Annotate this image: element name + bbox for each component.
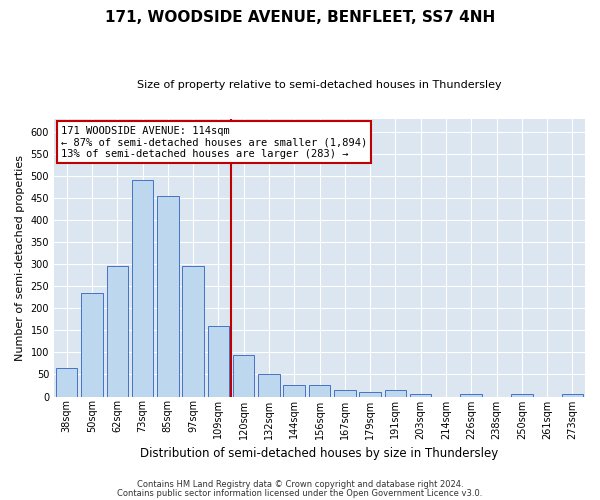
Bar (359, 392, 381, 396)
Bar (132, 180, 153, 396)
Bar (233, 354, 254, 397)
Bar (81, 293, 103, 397)
Bar (157, 196, 179, 396)
Bar (562, 394, 583, 396)
Bar (283, 386, 305, 396)
Text: 171 WOODSIDE AVENUE: 114sqm
← 87% of semi-detached houses are smaller (1,894)
13: 171 WOODSIDE AVENUE: 114sqm ← 87% of sem… (61, 126, 367, 158)
Bar (410, 394, 431, 396)
Bar (385, 390, 406, 396)
Bar (182, 266, 204, 396)
X-axis label: Distribution of semi-detached houses by size in Thundersley: Distribution of semi-detached houses by … (140, 447, 499, 460)
Y-axis label: Number of semi-detached properties: Number of semi-detached properties (15, 154, 25, 360)
Bar (460, 394, 482, 396)
Text: Contains public sector information licensed under the Open Government Licence v3: Contains public sector information licen… (118, 488, 482, 498)
Bar (258, 374, 280, 396)
Text: 171, WOODSIDE AVENUE, BENFLEET, SS7 4NH: 171, WOODSIDE AVENUE, BENFLEET, SS7 4NH (105, 10, 495, 25)
Bar (56, 368, 77, 396)
Bar (511, 394, 533, 396)
Text: Contains HM Land Registry data © Crown copyright and database right 2024.: Contains HM Land Registry data © Crown c… (137, 480, 463, 489)
Bar (208, 326, 229, 396)
Bar (309, 386, 330, 396)
Bar (334, 390, 356, 396)
Title: Size of property relative to semi-detached houses in Thundersley: Size of property relative to semi-detach… (137, 80, 502, 90)
Bar (107, 266, 128, 396)
